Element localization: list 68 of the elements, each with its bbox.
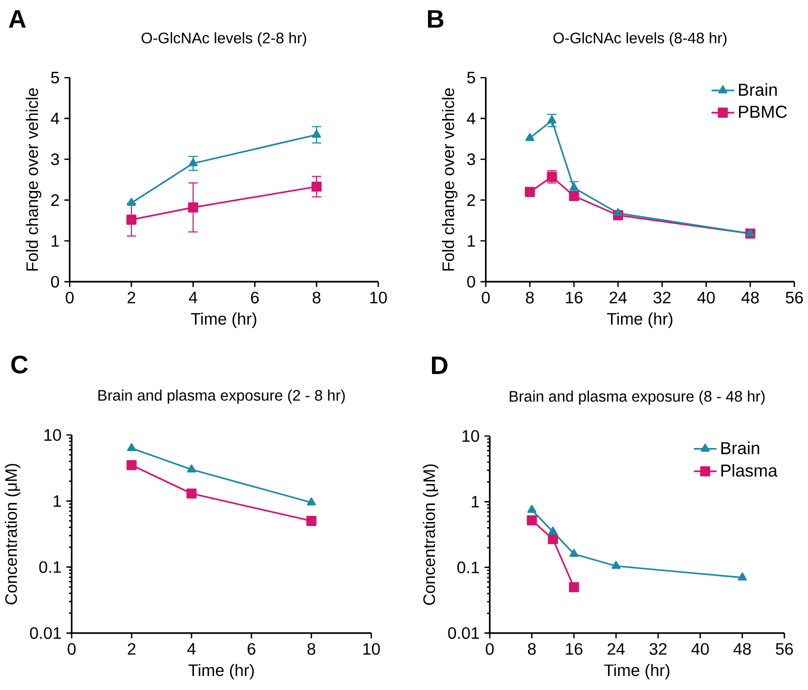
y-tick-label: 1 (54, 495, 61, 507)
x-tick-label: 10 (370, 292, 387, 304)
x-tick-label: 2 (128, 292, 136, 304)
y-tick-label: 3 (51, 153, 59, 166)
y-axis-title: Fold change over vehicle (26, 88, 42, 271)
y-tick-label: 4 (466, 112, 476, 124)
x-axis-title: Time (hr) (188, 664, 254, 680)
x-tick-label: 24 (608, 643, 625, 655)
y-tick-label: 2 (51, 194, 59, 206)
x-tick-label: 0 (486, 643, 494, 655)
x-tick-label: 48 (741, 292, 759, 304)
y-tick-label: 4 (50, 112, 60, 124)
x-tick-label: 16 (566, 292, 582, 304)
y-tick-label: 10 (462, 430, 480, 442)
x-tick-label: 6 (251, 292, 259, 304)
text: B (428, 10, 444, 28)
y-axis-title: Concentration (μM) (4, 464, 20, 604)
legend-label: Brain (721, 442, 760, 454)
x-tick-label: 10 (363, 643, 380, 655)
x-tick-label: 0 (482, 292, 490, 304)
legend-label: Plasma (721, 464, 778, 477)
legend-label: PBMC (739, 106, 787, 118)
y-tick-label: 5 (467, 72, 476, 84)
chart-title: Brain and plasma exposure (8 - 48 hr) (510, 390, 765, 405)
x-tick-label: 40 (691, 643, 709, 655)
x-tick-label: 2 (128, 643, 136, 655)
x-axis-title: Time (hr) (607, 312, 672, 328)
x-tick-label: 6 (248, 643, 256, 655)
y-tick-label: 0 (467, 276, 476, 288)
y-axis-title: Fold change over vehicle (442, 88, 458, 271)
x-tick-label: 32 (654, 292, 670, 304)
y-axis-title: Concentration (μM) (422, 464, 438, 605)
x-tick-label: 24 (610, 292, 627, 304)
y-tick-label: 1 (472, 496, 479, 508)
y-tick-label: 1 (52, 235, 59, 247)
x-tick-label: 16 (566, 643, 582, 655)
x-tick-label: 8 (312, 292, 320, 304)
x-tick-label: 8 (307, 643, 316, 655)
x-tick-label: 4 (188, 292, 198, 304)
x-axis-title: Time (hr) (604, 664, 670, 680)
x-tick-label: 32 (650, 643, 667, 655)
x-tick-label: 56 (776, 643, 793, 655)
y-tick-label: 10 (44, 429, 62, 441)
y-tick-label: 3 (467, 153, 476, 166)
text: A (8, 10, 26, 28)
y-tick-label: 0.1 (39, 561, 61, 574)
y-tick-label: 0.01 (448, 627, 479, 640)
text: C (11, 356, 28, 374)
x-tick-label: 4 (187, 643, 196, 655)
x-tick-label: 8 (526, 292, 534, 304)
y-tick-label: 0 (51, 276, 60, 288)
y-tick-label: 5 (51, 72, 59, 84)
legend-label: Brain (739, 83, 777, 96)
y-tick-label: 2 (467, 194, 475, 206)
chart-title: O-GlcNAc levels (8-48 hr) (553, 32, 726, 46)
y-tick-label: 0.1 (457, 562, 479, 574)
x-tick-label: 0 (68, 643, 76, 655)
x-tick-label: 56 (786, 292, 803, 304)
chart-title: Brain and plasma exposure (2 - 8 hr) (98, 390, 345, 404)
chart-title: O-GlcNAc levels (2-8 hr) (142, 32, 306, 46)
x-tick-label: 0 (66, 292, 74, 304)
x-tick-label: 8 (528, 643, 536, 655)
x-tick-label: 48 (733, 643, 751, 655)
x-tick-label: 40 (697, 292, 715, 304)
y-tick-label: 0.01 (30, 627, 61, 640)
y-tick-label: 1 (468, 235, 475, 247)
x-axis-title: Time (hr) (191, 312, 256, 328)
text: D (432, 356, 448, 374)
